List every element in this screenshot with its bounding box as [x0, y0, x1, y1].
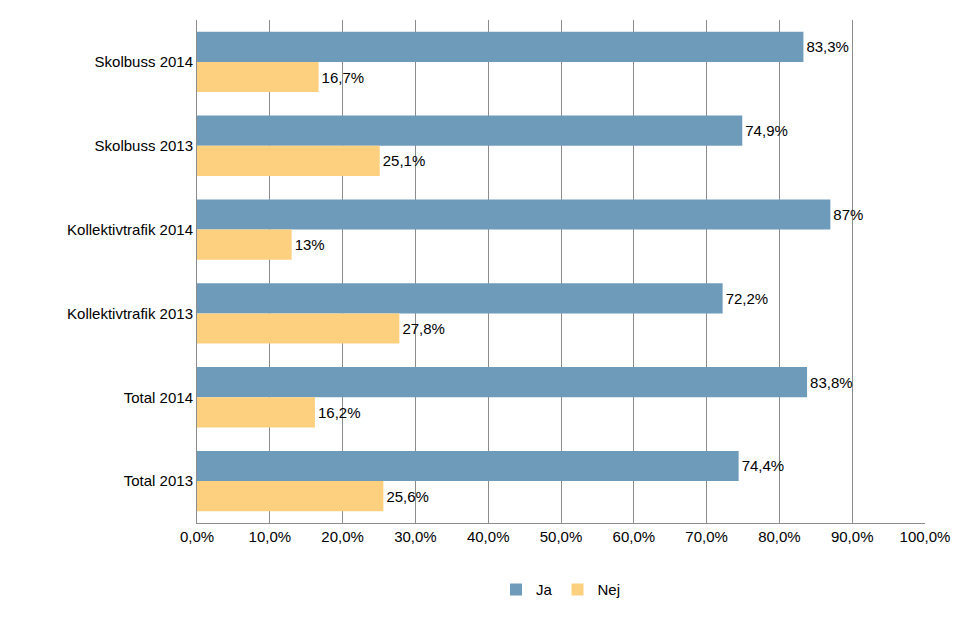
- svg-text:70,0%: 70,0%: [685, 528, 728, 545]
- svg-text:74,4%: 74,4%: [742, 457, 785, 474]
- svg-text:0,0%: 0,0%: [180, 528, 214, 545]
- svg-text:Total 2014: Total 2014: [124, 389, 193, 406]
- svg-text:60,0%: 60,0%: [613, 528, 656, 545]
- svg-text:Kollektivtrafik 2013: Kollektivtrafik 2013: [67, 305, 193, 322]
- svg-text:16,2%: 16,2%: [318, 404, 361, 421]
- svg-text:40,0%: 40,0%: [467, 528, 510, 545]
- svg-text:25,6%: 25,6%: [386, 488, 429, 505]
- svg-text:Ja: Ja: [536, 581, 553, 598]
- svg-text:Total 2013: Total 2013: [124, 472, 193, 489]
- svg-text:87%: 87%: [833, 206, 863, 223]
- svg-text:72,2%: 72,2%: [726, 290, 769, 307]
- svg-text:Skolbuss 2013: Skolbuss 2013: [95, 137, 193, 154]
- svg-text:16,7%: 16,7%: [322, 69, 365, 86]
- svg-text:50,0%: 50,0%: [540, 528, 583, 545]
- svg-text:90,0%: 90,0%: [831, 528, 874, 545]
- svg-text:30,0%: 30,0%: [394, 528, 437, 545]
- svg-text:83,3%: 83,3%: [806, 38, 849, 55]
- svg-text:25,1%: 25,1%: [383, 152, 426, 169]
- svg-text:Nej: Nej: [598, 581, 621, 598]
- svg-text:27,8%: 27,8%: [402, 320, 445, 337]
- svg-text:Skolbuss 2014: Skolbuss 2014: [95, 53, 193, 70]
- svg-text:10,0%: 10,0%: [249, 528, 292, 545]
- svg-text:Kollektivtrafik 2014: Kollektivtrafik 2014: [67, 221, 193, 238]
- svg-text:80,0%: 80,0%: [758, 528, 801, 545]
- svg-text:20,0%: 20,0%: [321, 528, 364, 545]
- svg-text:83,8%: 83,8%: [810, 374, 853, 391]
- svg-text:74,9%: 74,9%: [745, 122, 788, 139]
- svg-text:13%: 13%: [295, 236, 325, 253]
- svg-text:100,0%: 100,0%: [900, 528, 951, 545]
